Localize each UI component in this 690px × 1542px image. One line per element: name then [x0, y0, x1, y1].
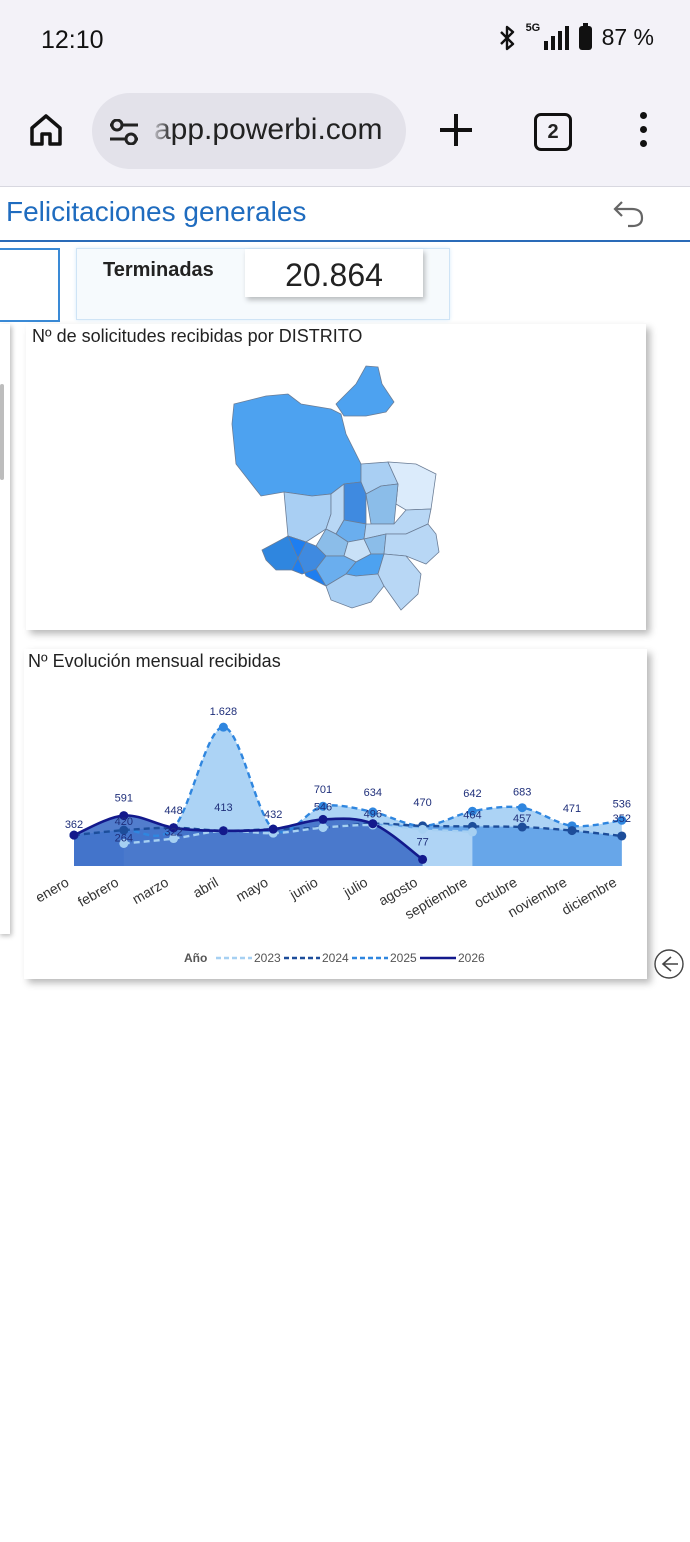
- data-point-2025[interactable]: [218, 722, 228, 732]
- status-bar: 12:10 5G 87 %: [0, 0, 690, 82]
- kpi-card-partial[interactable]: [0, 248, 60, 322]
- kpi-value: 20.864: [245, 249, 423, 297]
- data-label: 264: [115, 832, 133, 844]
- address-bar[interactable]: app.powerbi.com: [92, 93, 406, 169]
- new-tab-icon[interactable]: [436, 110, 476, 150]
- signal-icon: 5G: [526, 22, 569, 50]
- page-back-icon[interactable]: [653, 948, 685, 980]
- data-label: 362: [65, 819, 83, 831]
- x-axis-tick-label: diciembre: [559, 874, 620, 918]
- data-point-2024[interactable]: [567, 826, 577, 836]
- data-label: 77: [416, 836, 428, 848]
- data-label: 634: [364, 787, 382, 799]
- data-label: 642: [463, 788, 481, 800]
- series-area-2026: [74, 815, 423, 866]
- data-label: 1.628: [210, 706, 238, 718]
- battery-level: 87 %: [601, 24, 654, 50]
- data-label: 496: [364, 809, 382, 821]
- x-axis-tick-label: marzo: [129, 874, 171, 907]
- data-point-2024[interactable]: [517, 822, 527, 832]
- data-point-2026[interactable]: [169, 823, 179, 833]
- data-point-2023[interactable]: [318, 823, 328, 833]
- monthly-evolution-chart[interactable]: 362 591 420 264 448 322 1.628 413 432 701 546 634 49…: [24, 649, 647, 979]
- data-label: 413: [214, 802, 232, 814]
- district-region[interactable]: [335, 365, 395, 417]
- data-point-2026[interactable]: [119, 811, 129, 821]
- data-point-2023[interactable]: [467, 827, 477, 837]
- menu-icon[interactable]: [638, 112, 650, 152]
- left-scrollbar[interactable]: [0, 384, 4, 480]
- x-axis-tick-label: julio: [340, 874, 371, 901]
- data-point-2026[interactable]: [418, 854, 428, 864]
- x-axis-tick-label: mayo: [233, 874, 271, 905]
- data-label: 591: [115, 793, 133, 805]
- data-point-2023[interactable]: [169, 834, 179, 844]
- data-point-2025[interactable]: [617, 815, 627, 825]
- data-point-2026[interactable]: [368, 819, 378, 829]
- data-label: 457: [513, 813, 531, 825]
- site-settings-icon[interactable]: [108, 119, 140, 145]
- browser-toolbar: app.powerbi.com 2: [0, 82, 690, 187]
- data-point-2025[interactable]: [467, 806, 477, 816]
- data-label: 322: [164, 827, 182, 839]
- kpi-card-terminadas[interactable]: Terminadas 20.864: [76, 248, 450, 320]
- data-point-2023[interactable]: [418, 824, 428, 834]
- data-point-2026[interactable]: [69, 830, 79, 840]
- status-time: 12:10: [41, 26, 104, 54]
- data-point-2024[interactable]: [119, 825, 129, 835]
- data-point-2026[interactable]: [268, 824, 278, 834]
- x-axis-tick-label: junio: [286, 874, 321, 903]
- battery-icon: [578, 22, 592, 50]
- tab-switcher-button[interactable]: 2: [534, 113, 572, 151]
- data-label: 546: [314, 801, 332, 813]
- data-label: 420: [115, 816, 133, 828]
- title-divider: [0, 240, 690, 242]
- x-axis-tick-label: enero: [32, 874, 71, 906]
- data-label: 471: [563, 803, 581, 815]
- chart-title: Nº Evolución mensual recibidas: [28, 651, 281, 671]
- home-icon[interactable]: [26, 110, 66, 150]
- x-axis-tick-label: abril: [190, 874, 221, 901]
- district-region[interactable]: [377, 553, 422, 611]
- map-title: Nº de solicitudes recibidas por DISTRITO: [32, 326, 363, 346]
- legend-label[interactable]: 2024: [322, 951, 349, 965]
- data-point-2026[interactable]: [218, 826, 228, 836]
- district-map[interactable]: [26, 324, 646, 630]
- data-label: 683: [513, 787, 531, 799]
- legend-title: Año: [184, 951, 207, 965]
- data-label: 536: [613, 798, 631, 810]
- kpi-label: Terminadas: [103, 259, 214, 281]
- data-label: 432: [264, 809, 282, 821]
- data-label: 464: [463, 809, 481, 821]
- legend-label[interactable]: 2023: [254, 951, 281, 965]
- data-point-2025[interactable]: [368, 807, 378, 817]
- data-point-2023[interactable]: [119, 838, 129, 848]
- data-label: 448: [164, 805, 182, 817]
- x-axis-tick-label: febrero: [75, 874, 122, 910]
- data-label: 470: [413, 797, 431, 809]
- district-map-card[interactable]: Nº de solicitudes recibidas por DISTRITO: [26, 324, 646, 630]
- district-region[interactable]: [343, 481, 367, 525]
- report-title: Felicitaciones generales: [6, 196, 307, 227]
- data-point-2025[interactable]: [318, 801, 328, 811]
- legend-label[interactable]: 2025: [390, 951, 417, 965]
- data-point-2024[interactable]: [617, 831, 627, 841]
- network-type: 5G: [525, 21, 541, 34]
- left-panel[interactable]: [0, 324, 10, 934]
- data-label: 352: [613, 813, 631, 825]
- legend-label[interactable]: 2026: [458, 951, 485, 965]
- url-text[interactable]: app.powerbi.com: [154, 113, 383, 146]
- monthly-evolution-chart-card[interactable]: 362 591 420 264 448 322 1.628 413 432 701 546 634 49…: [24, 649, 647, 979]
- bluetooth-icon: [499, 25, 514, 50]
- data-point-2025[interactable]: [517, 803, 527, 813]
- district-region[interactable]: [325, 573, 385, 609]
- status-icons: 5G 87 %: [498, 22, 654, 51]
- district-region[interactable]: [387, 461, 437, 511]
- data-label: 701: [314, 784, 332, 796]
- data-point-2026[interactable]: [318, 814, 328, 824]
- undo-icon[interactable]: [612, 196, 646, 230]
